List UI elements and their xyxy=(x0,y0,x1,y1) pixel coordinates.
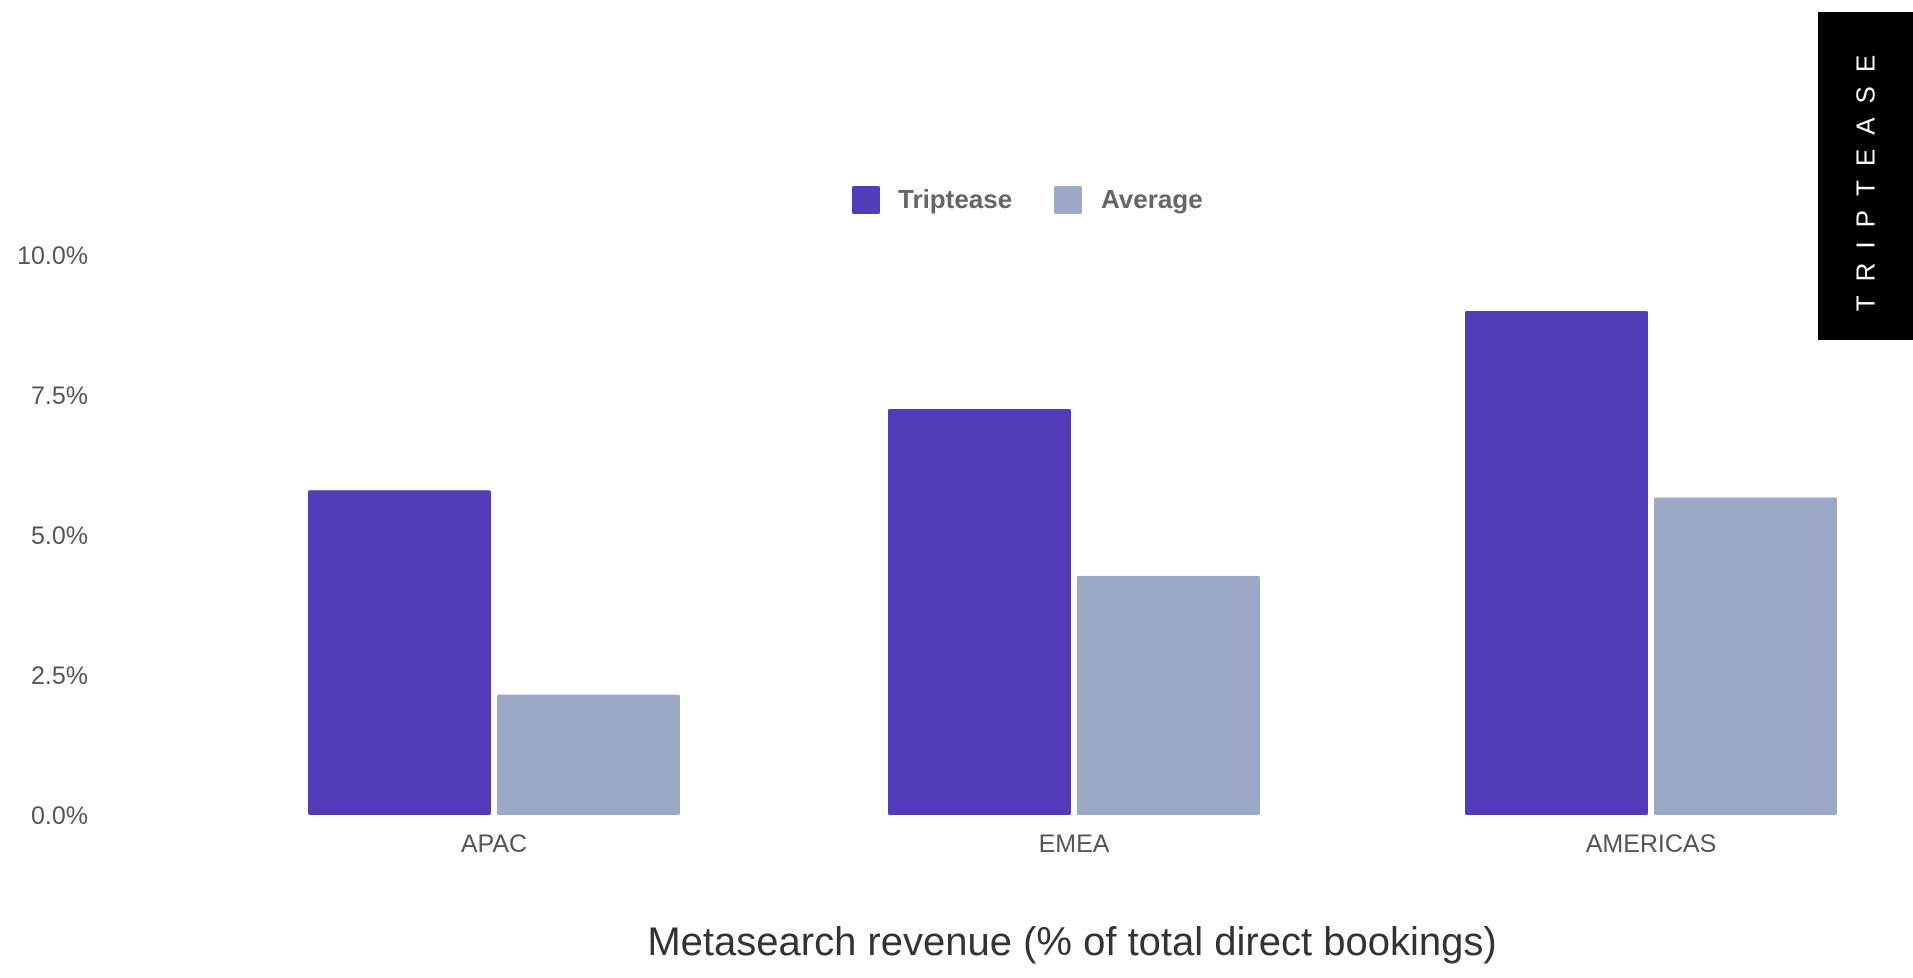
bar-triptease-americas xyxy=(1465,311,1648,815)
y-tick-label: 0.0% xyxy=(31,802,88,830)
legend-swatch-triptease xyxy=(852,186,880,214)
y-tick-label: 7.5% xyxy=(31,382,88,410)
legend-label-average: Average xyxy=(1101,184,1203,214)
x-tick-label: AMERICAS xyxy=(1586,830,1717,858)
brand-logo-badge: TRIPTEASE xyxy=(1818,12,1913,340)
y-tick-label: 2.5% xyxy=(31,662,88,690)
legend: Triptease Average xyxy=(852,184,1203,214)
x-axis: APAC EMEA AMERICAS xyxy=(461,830,1716,858)
bar-triptease-apac xyxy=(308,490,491,815)
x-tick-label: APAC xyxy=(461,830,527,858)
bar-average-apac xyxy=(497,694,680,815)
legend-label-triptease: Triptease xyxy=(898,184,1012,214)
legend-swatch-average xyxy=(1054,186,1082,214)
y-tick-label: 10.0% xyxy=(17,242,88,270)
bar-average-americas xyxy=(1654,497,1837,815)
bar-average-emea xyxy=(1077,575,1260,815)
bar-triptease-emea xyxy=(888,409,1071,815)
brand-logo-text: TRIPTEASE xyxy=(1850,40,1880,312)
x-axis-title: Metasearch revenue (% of total direct bo… xyxy=(647,920,1496,964)
y-tick-label: 5.0% xyxy=(31,522,88,550)
x-tick-label: EMEA xyxy=(1039,830,1110,858)
y-axis: 0.0% 2.5% 5.0% 7.5% 10.0% xyxy=(17,242,88,830)
bars-group xyxy=(308,311,1837,815)
